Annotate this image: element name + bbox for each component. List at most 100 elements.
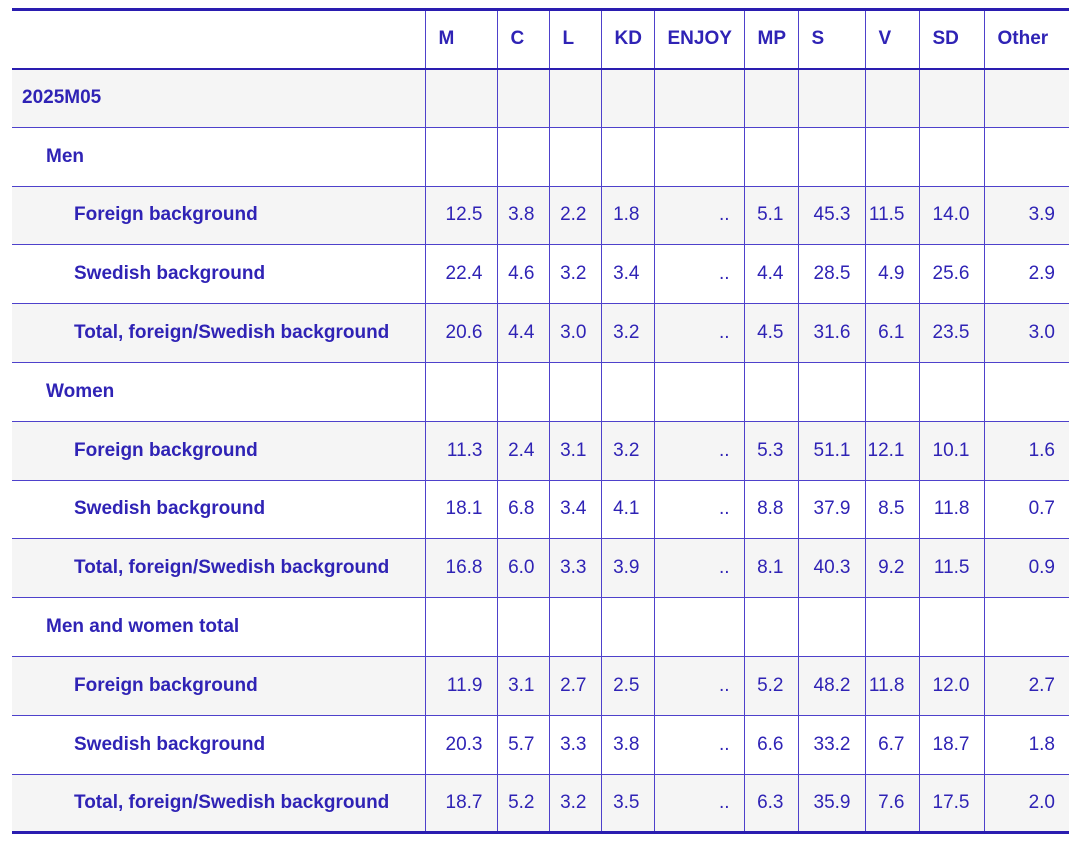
cell (743, 361, 798, 422)
table-row: Foreign background 11.3 2.4 3.1 3.2.. 5.3 51.1… (12, 420, 1069, 481)
cell: 3.4 (548, 479, 601, 539)
cell (424, 68, 497, 128)
cell (864, 597, 919, 657)
cell: 11.3 (424, 420, 497, 481)
cell: 6.8 (496, 479, 549, 539)
table-row: Foreign background 12.5 3.8 2.2 1.8.. 5.1 45.3… (12, 185, 1069, 245)
cell (864, 68, 919, 128)
cell: .. (653, 714, 744, 775)
cell (600, 597, 654, 657)
cell: 48.2 (797, 655, 865, 716)
cell: 2.7 (983, 655, 1069, 716)
cell: 20.3 (424, 714, 497, 775)
cell: 3.2 (600, 420, 654, 481)
cell: 8.5 (864, 479, 919, 539)
cell: 5.7 (496, 714, 549, 775)
cell (600, 68, 654, 128)
cell (600, 361, 654, 422)
column-header-enjoy: ENJOY (653, 9, 744, 70)
cell: 6.6 (743, 714, 798, 775)
cell: 51.1 (797, 420, 865, 481)
cell: 8.1 (743, 538, 798, 598)
column-header-m: M (424, 9, 497, 70)
cell: 25.6 (918, 244, 984, 304)
cell (653, 68, 744, 128)
column-header-kd: KD (600, 9, 654, 70)
row-label: Foreign background (12, 185, 425, 245)
cell: 18.7 (424, 773, 497, 833)
table-row: Men and women total (12, 597, 1069, 657)
cell: 3.3 (548, 714, 601, 775)
cell: 4.4 (496, 303, 549, 363)
cell: 1.8 (983, 714, 1069, 775)
cell: 12.0 (918, 655, 984, 716)
table-row: Total, foreign/Swedish background 20.6 4.4… (12, 303, 1069, 363)
table-row: Swedish background 18.1 6.8 3.4 4.1.. 8.8 37.9… (12, 479, 1069, 539)
cell: 5.3 (743, 420, 798, 481)
cell: 2.9 (983, 244, 1069, 304)
cell: .. (653, 538, 744, 598)
cell: 11.9 (424, 655, 497, 716)
cell: 2.0 (983, 773, 1069, 833)
cell: 4.1 (600, 479, 654, 539)
cell (548, 126, 601, 187)
cell: 0.7 (983, 479, 1069, 539)
cell (918, 68, 984, 128)
statistics-table-container: M C L KD ENJOY MP S V SD Other 2025M05 Men Foreign … (12, 8, 1069, 835)
cell: 11.8 (918, 479, 984, 539)
cell (983, 68, 1069, 128)
cell: 3.8 (496, 185, 549, 245)
cell (548, 68, 601, 128)
row-label: Swedish background (12, 479, 425, 539)
cell: 28.5 (797, 244, 865, 304)
cell (918, 126, 984, 187)
cell (983, 126, 1069, 187)
row-label: Women (12, 361, 425, 422)
cell (548, 597, 601, 657)
table-row: Total, foreign/Swedish background 18.7 5.2… (12, 773, 1069, 833)
table-row: 2025M05 (12, 68, 1069, 128)
cell: 4.4 (743, 244, 798, 304)
cell: .. (653, 303, 744, 363)
cell: 0.9 (983, 538, 1069, 598)
cell: 18.7 (918, 714, 984, 775)
cell (424, 126, 497, 187)
cell: 8.8 (743, 479, 798, 539)
cell: 7.6 (864, 773, 919, 833)
row-label: 2025M05 (22, 87, 102, 109)
cell: 3.4 (600, 244, 654, 304)
row-label: Foreign background (12, 420, 425, 481)
cell (797, 597, 865, 657)
cell: 11.8 (864, 655, 919, 716)
row-label: Total, foreign/Swedish background (12, 773, 425, 833)
cell (743, 68, 798, 128)
column-header-c: C (496, 9, 549, 70)
cell: 4.5 (743, 303, 798, 363)
table-body: 2025M05 Men Foreign background 12.5 3.8 2.2 1.… (12, 68, 1069, 833)
cell (496, 597, 549, 657)
cell: 2.4 (496, 420, 549, 481)
cell: .. (653, 185, 744, 245)
cell (797, 361, 865, 422)
cell: 31.6 (797, 303, 865, 363)
cell: 3.8 (600, 714, 654, 775)
cell (424, 597, 497, 657)
cell: 3.9 (600, 538, 654, 598)
cell: 2.7 (548, 655, 601, 716)
cell (918, 361, 984, 422)
cell: .. (653, 773, 744, 833)
cell (864, 126, 919, 187)
row-label: Total, foreign/Swedish background (12, 538, 425, 598)
cell (653, 126, 744, 187)
cell: .. (653, 244, 744, 304)
cell: .. (653, 420, 744, 481)
cell: 16.8 (424, 538, 497, 598)
cell: 1.6 (983, 420, 1069, 481)
row-label: Swedish background (12, 244, 425, 304)
cell: 5.2 (743, 655, 798, 716)
cell: 9.2 (864, 538, 919, 598)
cell (983, 361, 1069, 422)
cell: 3.0 (548, 303, 601, 363)
column-header-s: S (797, 9, 865, 70)
table-row: Total, foreign/Swedish background 16.8 6.0… (12, 538, 1069, 598)
